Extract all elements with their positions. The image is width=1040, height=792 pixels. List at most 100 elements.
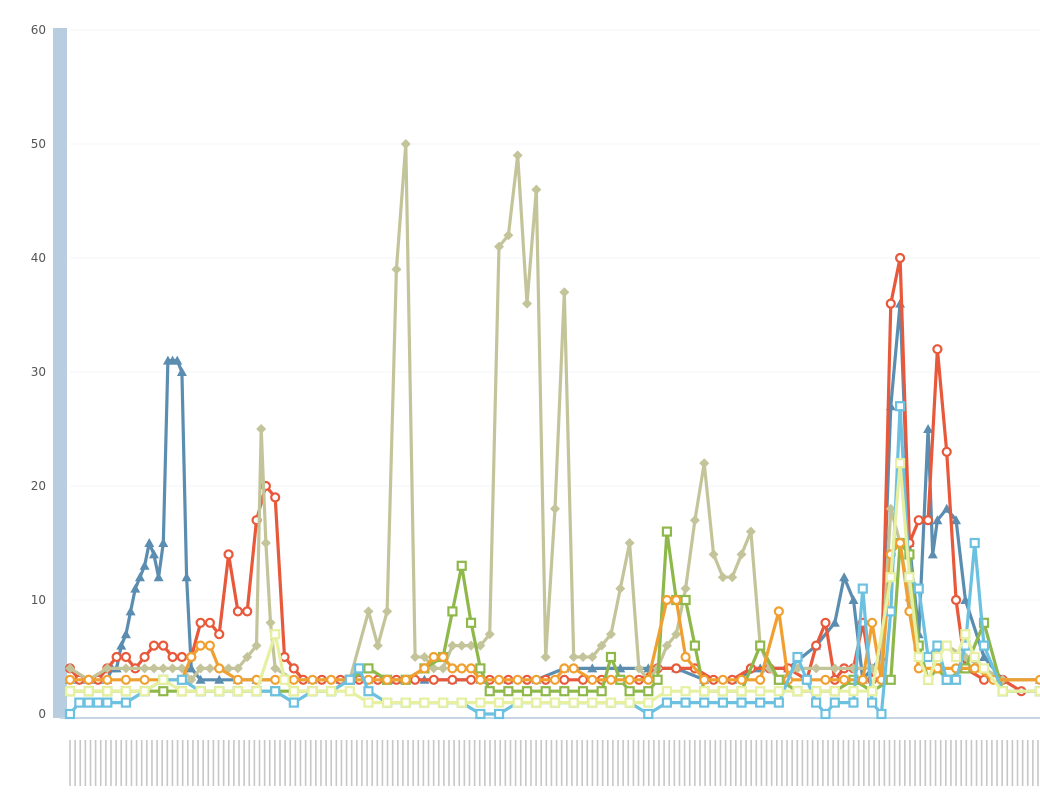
data-point (717, 697, 728, 708)
x-tick-label (1021, 740, 1024, 786)
x-tick-label (478, 740, 481, 786)
x-tick-label (186, 740, 189, 786)
data-point (829, 697, 840, 708)
data-point (111, 651, 122, 663)
data-point (125, 606, 136, 616)
data-point (820, 674, 831, 685)
x-tick-label (745, 740, 747, 786)
y-tick-label: 20 (31, 479, 46, 493)
data-point (465, 674, 477, 685)
x-tick-label (653, 740, 655, 786)
x-tick-label (381, 740, 384, 786)
x-tick-label (320, 740, 322, 786)
data-point (400, 674, 411, 685)
data-point (624, 674, 635, 685)
data-point (288, 697, 299, 708)
x-tick-label (468, 740, 471, 786)
data-point (148, 640, 160, 651)
data-point (885, 674, 896, 685)
data-point (596, 640, 607, 651)
data-point (204, 617, 216, 628)
data-point (736, 674, 747, 685)
data-point (559, 663, 570, 674)
data-point (755, 674, 766, 685)
x-tick-label (233, 740, 235, 786)
data-point (727, 572, 738, 583)
x-tick-label (427, 740, 430, 786)
data-point (120, 697, 132, 708)
data-point (932, 651, 943, 663)
data-point (176, 674, 188, 685)
x-tick-label (934, 740, 937, 786)
data-point (792, 686, 803, 697)
x-tick-label (504, 740, 507, 786)
data-point (577, 652, 588, 662)
data-point (139, 674, 150, 685)
x-tick-label (755, 740, 758, 786)
x-tick-label (335, 740, 338, 786)
x-tick-label (673, 740, 676, 786)
data-point (270, 629, 281, 640)
data-point (363, 606, 374, 617)
x-tick-label (576, 740, 578, 786)
x-tick-label (422, 740, 425, 786)
data-point (671, 594, 682, 606)
x-tick-label (1026, 740, 1029, 786)
data-point (811, 686, 822, 697)
data-point (144, 538, 155, 547)
data-point (773, 686, 784, 697)
x-tick-label (724, 740, 727, 786)
data-point (848, 697, 859, 708)
data-point (568, 663, 579, 674)
data-point (661, 697, 673, 708)
data-point (242, 606, 253, 617)
data-point (158, 674, 169, 685)
data-point (288, 686, 299, 697)
data-point (475, 663, 486, 674)
data-point (494, 241, 505, 252)
data-point (260, 538, 271, 548)
x-tick-label (366, 740, 368, 786)
data-point (894, 458, 906, 469)
x-tick-label (1016, 740, 1019, 786)
x-tick-label (181, 740, 184, 786)
x-tick-label (125, 740, 128, 786)
x-tick-label (714, 740, 717, 786)
data-point (242, 652, 253, 662)
x-tick-label (325, 740, 327, 786)
x-tick-label (683, 740, 686, 786)
data-point (605, 629, 616, 640)
x-tick-label (407, 740, 409, 786)
data-point (689, 640, 701, 651)
y-tick-label: 30 (31, 365, 46, 379)
x-tick-label (586, 740, 589, 786)
data-point (172, 355, 183, 365)
x-tick-label (868, 740, 870, 786)
data-point (512, 150, 523, 161)
data-point (83, 674, 94, 685)
data-point (643, 674, 654, 685)
x-tick-label (94, 740, 97, 786)
series-5 (64, 537, 1040, 685)
x-tick-label (996, 740, 998, 786)
data-point (559, 287, 570, 298)
data-point (391, 264, 402, 275)
data-point (120, 674, 132, 685)
data-point (736, 697, 747, 708)
data-point (717, 572, 728, 583)
y-tick-label: 10 (31, 593, 46, 607)
data-point (680, 651, 691, 663)
x-tick-label (781, 740, 783, 786)
data-point (848, 595, 859, 604)
y-tick-label: 50 (31, 137, 46, 151)
data-point (699, 458, 710, 469)
data-point (363, 663, 374, 674)
x-tick-label (863, 740, 865, 786)
data-point (811, 697, 822, 708)
data-point (158, 686, 169, 697)
data-point (699, 674, 710, 685)
data-point (92, 697, 104, 708)
data-point (978, 617, 990, 628)
x-tick-label (663, 740, 665, 786)
data-point (605, 651, 617, 663)
